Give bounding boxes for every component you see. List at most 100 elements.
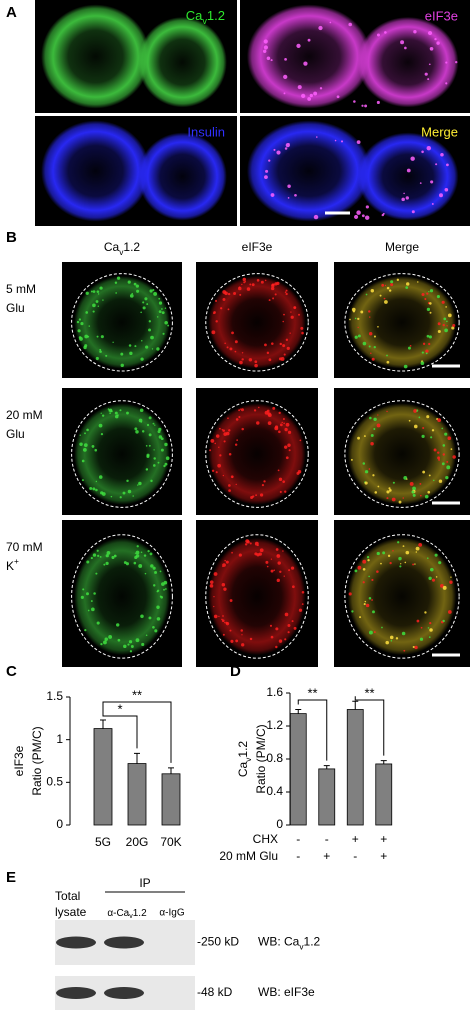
speckle — [313, 91, 318, 96]
speckle — [392, 550, 394, 552]
speckle — [424, 611, 427, 614]
speckle — [292, 585, 295, 589]
speckle — [273, 148, 276, 151]
speckle — [268, 358, 272, 362]
speckle — [421, 150, 424, 154]
speckle — [227, 292, 231, 296]
speckle — [80, 321, 84, 326]
speckle — [444, 328, 448, 333]
blot-antibody: WB: Cav1.2 — [258, 935, 321, 952]
cell-outline — [71, 534, 173, 659]
speckle — [92, 487, 96, 491]
speckle — [437, 451, 440, 454]
error-bar — [295, 709, 302, 714]
speckle — [234, 350, 237, 353]
speckle — [149, 289, 153, 293]
speckle — [158, 310, 162, 314]
speckle — [266, 351, 270, 355]
speckle — [285, 143, 290, 148]
speckle — [386, 490, 390, 494]
speckle — [427, 557, 429, 559]
speckle — [370, 289, 375, 293]
speckle — [369, 630, 373, 635]
speckle — [433, 479, 435, 482]
speckle — [227, 308, 230, 311]
speckle — [102, 299, 104, 301]
speckle — [309, 93, 314, 98]
speckle — [256, 279, 260, 282]
speckle — [445, 476, 449, 480]
speckle — [229, 599, 233, 602]
speckle — [258, 552, 262, 556]
speckle — [250, 496, 254, 499]
speckle — [150, 335, 154, 340]
speckle — [301, 93, 306, 98]
speckle — [113, 554, 117, 558]
condition-sign: - — [296, 849, 300, 863]
speckle — [164, 462, 168, 466]
speckle — [278, 477, 283, 482]
speckle — [96, 290, 100, 293]
text-part: WB: Ca — [258, 935, 300, 949]
speckle — [148, 444, 151, 447]
speckle — [422, 470, 426, 474]
cell-outline — [205, 273, 309, 372]
speckle — [351, 610, 354, 613]
cell — [74, 537, 170, 656]
speckle — [270, 558, 273, 560]
speckle — [92, 303, 96, 308]
speckle — [98, 475, 103, 479]
speckle — [354, 569, 358, 573]
speckle — [120, 352, 124, 356]
speckle — [158, 297, 161, 300]
speckle — [132, 495, 134, 497]
speckle — [259, 548, 264, 553]
speckle — [386, 497, 389, 500]
speckle — [225, 292, 227, 294]
speckle — [420, 361, 425, 366]
error-bar — [323, 765, 330, 769]
speckle — [218, 446, 220, 448]
speckle — [390, 639, 393, 642]
speckle — [92, 553, 97, 557]
speckle — [97, 554, 100, 557]
speckle — [421, 434, 425, 438]
speckle — [376, 33, 380, 37]
speckle — [388, 289, 392, 292]
speckle — [153, 291, 158, 296]
speckle — [357, 326, 359, 329]
speckle — [143, 554, 147, 557]
speckle — [434, 553, 438, 557]
speckle — [419, 182, 422, 184]
speckle — [157, 461, 160, 464]
speckle — [395, 637, 399, 640]
speckle — [107, 408, 110, 410]
speckle — [275, 627, 279, 631]
speckle — [447, 313, 452, 318]
speckle — [238, 409, 241, 412]
speckle — [148, 416, 152, 420]
speckle — [361, 214, 365, 218]
speckle — [95, 356, 99, 361]
speckle — [127, 489, 132, 494]
speckle — [133, 561, 137, 565]
speckle — [371, 357, 375, 361]
speckle — [437, 456, 441, 460]
speckle — [254, 552, 258, 556]
y-tick-label: 1.2 — [266, 718, 283, 732]
speckle — [386, 360, 390, 364]
speckle — [435, 576, 438, 578]
speckle — [301, 603, 304, 605]
speckle — [241, 283, 243, 286]
speckle — [135, 284, 139, 288]
speckle — [433, 448, 437, 452]
speckle — [266, 409, 270, 413]
speckle — [400, 563, 402, 565]
speckle — [362, 462, 366, 465]
speckle — [238, 286, 241, 289]
column-label: Merge — [385, 240, 419, 254]
speckle — [145, 634, 148, 637]
speckle — [285, 422, 290, 427]
speckle — [440, 584, 444, 588]
